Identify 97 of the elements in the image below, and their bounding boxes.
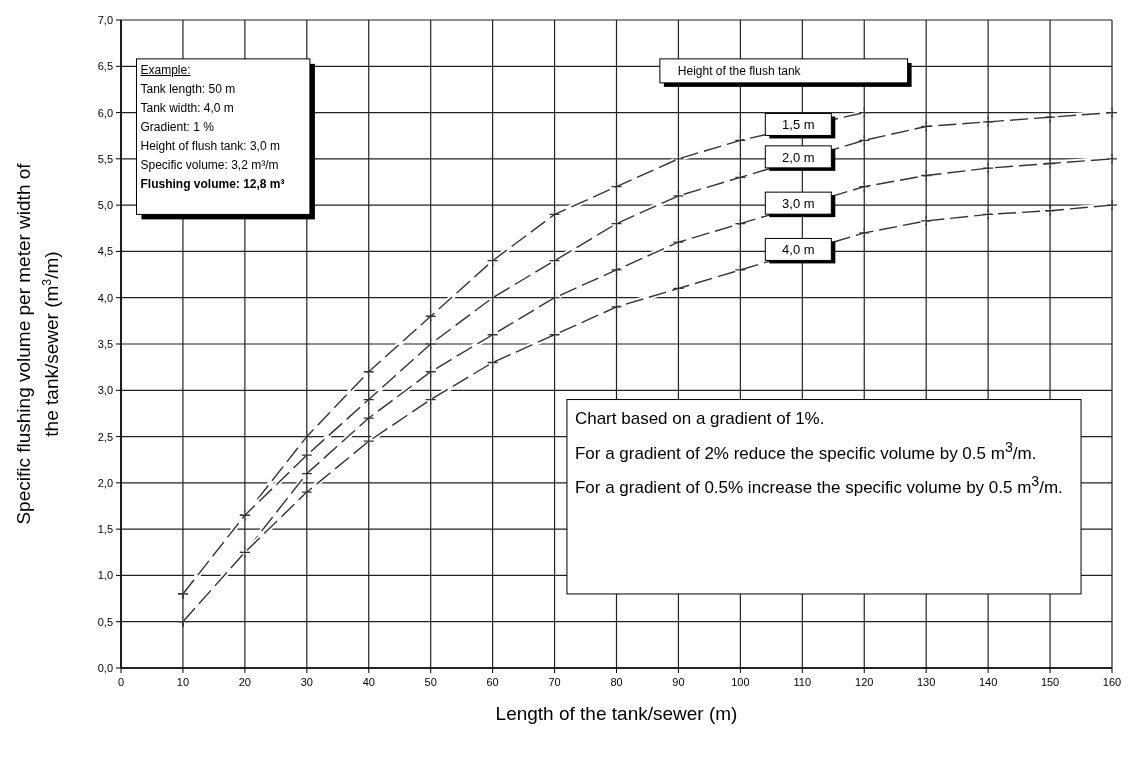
point — [734, 218, 747, 230]
point — [363, 435, 375, 447]
note-box: Chart based on a gradient of 1%. For a gradient of 2% reduce the specific volume by 0.5 m$^{3}$/m. For a gradient of 0.5% increase the specific volume by 0.5 m$^{3}$/m. — [566, 399, 1082, 595]
y-tick-label: 6,0 — [97, 106, 113, 119]
point — [486, 255, 499, 267]
x-tick-label: 50 — [424, 676, 437, 688]
point — [734, 171, 747, 184]
x-tick-label: 110 — [793, 676, 812, 688]
y-tick-label: 2,5 — [97, 430, 113, 443]
y-tick-label: 3,5 — [97, 338, 113, 350]
point — [858, 180, 870, 193]
point — [858, 227, 870, 239]
y-tick-label: 6,5 — [97, 60, 113, 73]
legend-title: Height of the flush tank — [677, 63, 802, 78]
point — [1044, 205, 1056, 217]
point — [1106, 199, 1118, 211]
point — [858, 134, 870, 146]
point — [548, 329, 561, 341]
x-tick-label: 40 — [362, 676, 375, 688]
y-tick-label: 5,0 — [97, 199, 113, 212]
point — [425, 366, 437, 378]
point — [486, 356, 499, 369]
annotation: Gradient: 1 % — [140, 118, 215, 136]
annotation: Height of flush tank: 3,0 m — [140, 137, 281, 155]
point — [1106, 153, 1118, 165]
annotation: Specific volume: 3,2 m³/m — [140, 156, 280, 174]
x-tick-label: 0 — [117, 676, 125, 688]
point — [982, 116, 994, 128]
point — [548, 292, 561, 304]
legend-heading-box: Height of the flush tank — [659, 58, 912, 87]
point — [486, 292, 499, 304]
x-tick-label: 80 — [610, 676, 623, 688]
x-axis-title: Length of the tank/sewer (m) — [495, 703, 738, 724]
annotation: Tank length: 50 m — [140, 80, 237, 98]
y-tick-label: 1,5 — [97, 523, 113, 536]
annotation: For a gradient of 2% reduce the specific volume by 0.5 m$^{3}$/m. — [574, 437, 1038, 465]
point — [301, 486, 313, 498]
point — [301, 467, 313, 480]
point — [920, 169, 932, 182]
point — [672, 190, 685, 202]
series-label: 1,5 m — [782, 117, 815, 133]
y-tick-label: 4,0 — [97, 291, 113, 304]
x-tick-label: 90 — [672, 676, 685, 688]
y-tick-label: 2,0 — [97, 476, 113, 489]
x-tick-label: 30 — [300, 676, 313, 688]
point — [301, 430, 313, 443]
point — [672, 282, 685, 295]
y-tick-label: 0,5 — [97, 615, 113, 628]
point — [920, 120, 932, 133]
point — [363, 366, 375, 378]
x-tick-label: 20 — [238, 676, 251, 688]
point — [425, 310, 437, 322]
point — [672, 236, 685, 248]
x-tick-label: 60 — [486, 676, 499, 688]
point — [858, 106, 870, 119]
annotation: For a gradient of 0.5% increase the specific volume by 0.5 m$^{3}$/m. — [574, 472, 1064, 499]
point — [920, 215, 932, 227]
point — [982, 162, 994, 174]
point — [301, 449, 313, 461]
point — [610, 218, 623, 230]
point — [486, 329, 499, 341]
point — [1044, 111, 1056, 123]
point — [610, 301, 623, 313]
annotation: Example: — [140, 61, 192, 79]
point — [982, 208, 994, 221]
point — [610, 264, 623, 276]
point — [610, 180, 623, 193]
y-tick-label: 7,0 — [97, 14, 113, 26]
series-label: 3,0 m — [782, 196, 815, 212]
x-tick-label: 120 — [855, 676, 874, 688]
point — [734, 134, 747, 146]
series-label: 4,0 m — [782, 242, 815, 258]
y-tick-label: 5,5 — [97, 152, 113, 165]
x-tick-label: 70 — [548, 676, 561, 688]
point — [363, 412, 375, 424]
x-tick-label: 10 — [176, 676, 190, 688]
point — [734, 264, 747, 276]
x-tick-label: 130 — [917, 676, 936, 688]
point — [425, 393, 437, 406]
y-tick-label: 4,5 — [97, 245, 113, 258]
y-tick-label: 1,0 — [97, 569, 113, 582]
point — [1106, 106, 1118, 119]
annotation: Chart based on a gradient of 1%. — [574, 407, 826, 430]
series-label: 2,0 m — [782, 149, 815, 165]
x-tick-label: 160 — [1102, 676, 1122, 688]
point — [548, 208, 561, 221]
point — [548, 255, 561, 267]
point — [672, 153, 685, 165]
annotation: Tank width: 4,0 m — [140, 99, 235, 117]
y-tick-label: 3,0 — [97, 384, 113, 397]
x-tick-label: 140 — [978, 676, 998, 688]
y-tick-label: 0,0 — [97, 662, 113, 674]
x-tick-label: 150 — [1040, 676, 1060, 688]
point — [363, 393, 375, 406]
annotation: Flushing volume: 12,8 m³ — [140, 175, 286, 193]
point — [425, 338, 437, 350]
x-tick-label: 100 — [731, 676, 750, 688]
